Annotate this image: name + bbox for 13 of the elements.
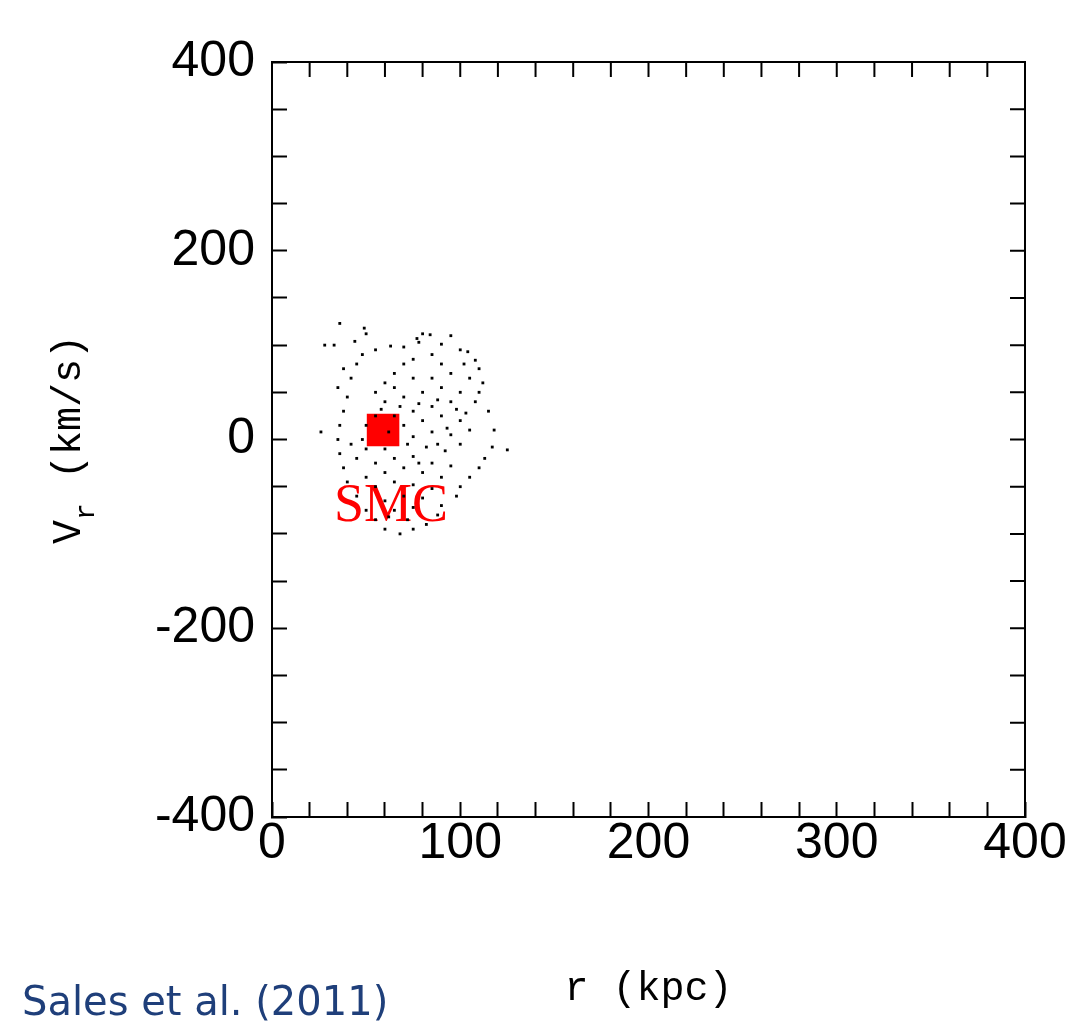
x-axis-title: r (kpc) (564, 967, 733, 1012)
y-tick-label: -200 (154, 597, 255, 654)
x-tick-label: 100 (418, 812, 502, 869)
y-tick-label: -400 (154, 785, 255, 842)
x-tick-label: 400 (983, 812, 1067, 869)
x-tick-label: 200 (606, 812, 691, 869)
series-label: SMC (334, 473, 449, 534)
y-tick-label: 0 (227, 408, 255, 465)
x-tick-label: 300 (795, 812, 879, 869)
text: Sales et al. (2011) (22, 978, 389, 1024)
y-tick-label: 200 (171, 219, 255, 276)
y-tick-label: 400 (171, 30, 255, 87)
y-axis-title: Vr (km/s) (47, 335, 102, 544)
